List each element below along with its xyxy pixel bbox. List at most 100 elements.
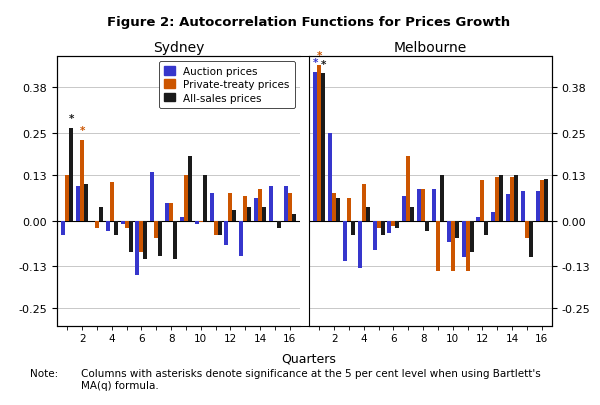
Bar [455, 221, 459, 239]
Bar [536, 191, 539, 221]
Bar [209, 193, 214, 221]
Bar [143, 221, 148, 260]
Bar [136, 221, 139, 275]
Bar [440, 176, 444, 221]
Text: Quarters: Quarters [281, 352, 337, 365]
Bar [347, 198, 351, 221]
Bar [184, 176, 188, 221]
Bar [114, 221, 118, 235]
Bar [484, 221, 488, 235]
Bar [80, 141, 84, 221]
Bar [495, 177, 499, 221]
Bar [262, 207, 266, 221]
Bar [417, 190, 421, 221]
Bar [351, 221, 355, 235]
Bar [199, 221, 203, 223]
Bar [461, 221, 466, 258]
Bar [139, 221, 143, 253]
Bar [247, 207, 251, 221]
Bar [180, 217, 184, 221]
Bar [258, 190, 262, 221]
Text: *: * [80, 126, 85, 136]
Bar [269, 186, 273, 221]
Bar [125, 221, 128, 228]
Bar [510, 177, 514, 221]
Bar [322, 74, 325, 221]
Bar [243, 196, 247, 221]
Bar [128, 221, 133, 253]
Bar [525, 221, 529, 239]
Bar [110, 183, 114, 221]
Bar [343, 221, 347, 261]
Bar [380, 221, 385, 235]
Bar [95, 221, 99, 228]
Bar [203, 176, 207, 221]
Bar [332, 193, 336, 221]
Bar [358, 221, 362, 268]
Text: Melbourne: Melbourne [394, 41, 467, 55]
Bar [402, 196, 406, 221]
Text: Columns with asterisks denote significance at the 5 per cent level when using Ba: Columns with asterisks denote significan… [81, 369, 541, 390]
Bar [491, 212, 495, 221]
Bar [165, 204, 169, 221]
Bar [317, 66, 322, 221]
Text: *: * [317, 51, 322, 61]
Bar [218, 221, 221, 235]
Text: Note:: Note: [30, 369, 58, 379]
Bar [470, 221, 473, 253]
Text: Figure 2: Autocorrelation Functions for Prices Growth: Figure 2: Autocorrelation Functions for … [107, 16, 511, 29]
Bar [432, 190, 436, 221]
Bar [106, 221, 110, 232]
Text: *: * [320, 60, 326, 70]
Bar [65, 176, 70, 221]
Bar [195, 221, 199, 225]
Bar [395, 221, 400, 228]
Bar [451, 221, 455, 272]
Bar [425, 221, 429, 232]
Bar [447, 221, 451, 242]
Bar [521, 191, 525, 221]
Legend: Auction prices, Private-treaty prices, All-sales prices: Auction prices, Private-treaty prices, A… [159, 62, 295, 109]
Bar [406, 156, 410, 221]
Bar [158, 221, 162, 256]
Text: Sydney: Sydney [153, 41, 204, 55]
Bar [224, 221, 229, 245]
Bar [362, 184, 366, 221]
Bar [76, 186, 80, 221]
Bar [529, 221, 533, 258]
Bar [61, 221, 65, 235]
Bar [313, 72, 317, 221]
Bar [150, 172, 154, 221]
Bar [121, 221, 125, 225]
Bar [254, 198, 258, 221]
Bar [84, 184, 88, 221]
Bar [336, 198, 340, 221]
Bar [544, 179, 548, 221]
Text: *: * [68, 114, 74, 124]
Bar [410, 207, 414, 221]
Bar [391, 221, 395, 226]
Bar [169, 204, 173, 221]
Bar [514, 176, 518, 221]
Bar [421, 190, 425, 221]
Bar [366, 207, 370, 221]
Text: *: * [313, 58, 318, 68]
Bar [476, 217, 481, 221]
Bar [292, 214, 296, 221]
Bar [373, 221, 377, 251]
Bar [377, 221, 380, 228]
Bar [436, 221, 440, 272]
Bar [277, 221, 281, 228]
Bar [539, 181, 544, 221]
Bar [214, 221, 218, 235]
Bar [239, 221, 243, 256]
Bar [506, 195, 510, 221]
Bar [287, 193, 292, 221]
Bar [481, 181, 484, 221]
Bar [388, 221, 391, 233]
Bar [154, 221, 158, 239]
Bar [229, 193, 232, 221]
Bar [173, 221, 177, 260]
Bar [99, 207, 103, 221]
Bar [188, 156, 192, 221]
